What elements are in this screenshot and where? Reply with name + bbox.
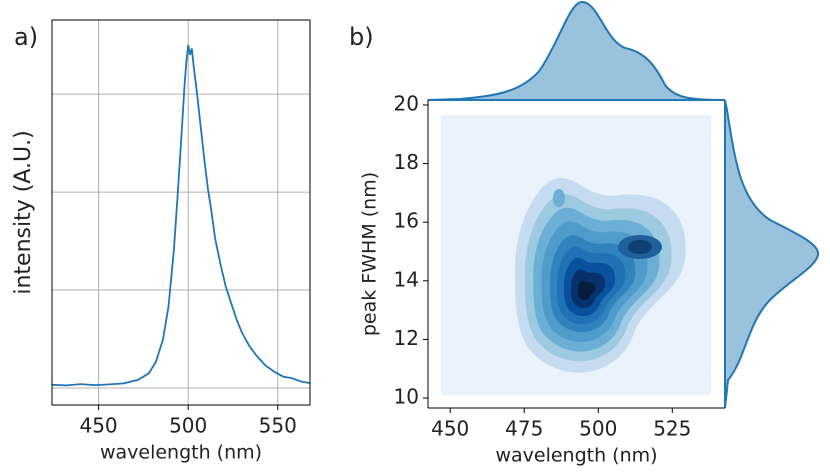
y-tick-label: 12 — [394, 326, 419, 350]
axes-frame — [51, 19, 311, 406]
contour — [553, 189, 565, 207]
contour — [628, 240, 652, 254]
x-tick-label: 450 — [431, 417, 469, 441]
x-axis-label: wavelength (nm) — [100, 442, 262, 464]
y-tick-label: 20 — [394, 91, 419, 115]
y-tick-label: 16 — [394, 209, 419, 233]
kde-panel — [427, 0, 820, 409]
y-tick-label: 18 — [394, 150, 419, 174]
y-axis-label: peak FWHM (nm) — [359, 172, 381, 336]
spectrum-line — [51, 44, 311, 387]
x-tick-label: 450 — [79, 414, 117, 438]
x-tick-label: 475 — [505, 417, 543, 441]
x-axis-label: wavelength (nm) — [495, 445, 657, 467]
y-axis-label: intensity (A.U.) — [11, 130, 36, 294]
right-marginal — [724, 99, 820, 409]
x-tick-label: 500 — [169, 414, 207, 438]
contour — [578, 280, 596, 301]
y-tick-label: 10 — [394, 385, 419, 409]
y-tick-label: 14 — [394, 267, 419, 291]
x-tick-label: 500 — [579, 417, 617, 441]
panel-label: b) — [349, 23, 374, 51]
x-tick-label: 525 — [653, 417, 691, 441]
panel-label: a) — [14, 23, 38, 51]
contours — [515, 178, 686, 373]
top-marginal — [427, 0, 726, 101]
x-tick-label: 550 — [259, 414, 297, 438]
